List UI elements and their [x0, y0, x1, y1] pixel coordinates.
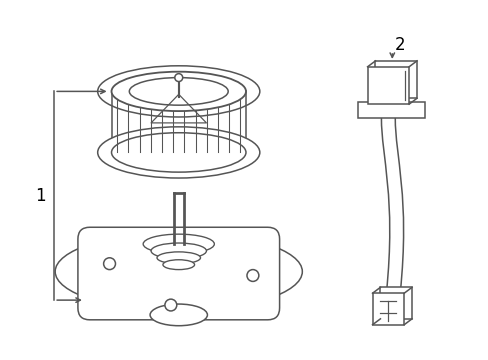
Ellipse shape — [163, 260, 194, 270]
FancyBboxPatch shape — [367, 67, 408, 104]
Circle shape — [174, 74, 183, 82]
Circle shape — [103, 258, 115, 270]
Circle shape — [164, 299, 177, 311]
Circle shape — [246, 270, 258, 282]
Text: 2: 2 — [394, 36, 405, 54]
Ellipse shape — [150, 304, 207, 326]
Ellipse shape — [151, 243, 206, 259]
Ellipse shape — [129, 78, 228, 105]
Ellipse shape — [55, 232, 302, 311]
FancyBboxPatch shape — [78, 227, 279, 320]
FancyBboxPatch shape — [372, 293, 404, 325]
Ellipse shape — [98, 127, 259, 178]
Ellipse shape — [143, 234, 214, 254]
Text: 1: 1 — [35, 187, 45, 205]
Ellipse shape — [111, 133, 245, 172]
FancyBboxPatch shape — [375, 61, 416, 98]
Polygon shape — [357, 102, 424, 118]
Ellipse shape — [157, 252, 200, 264]
FancyBboxPatch shape — [380, 287, 411, 319]
Ellipse shape — [111, 72, 245, 111]
